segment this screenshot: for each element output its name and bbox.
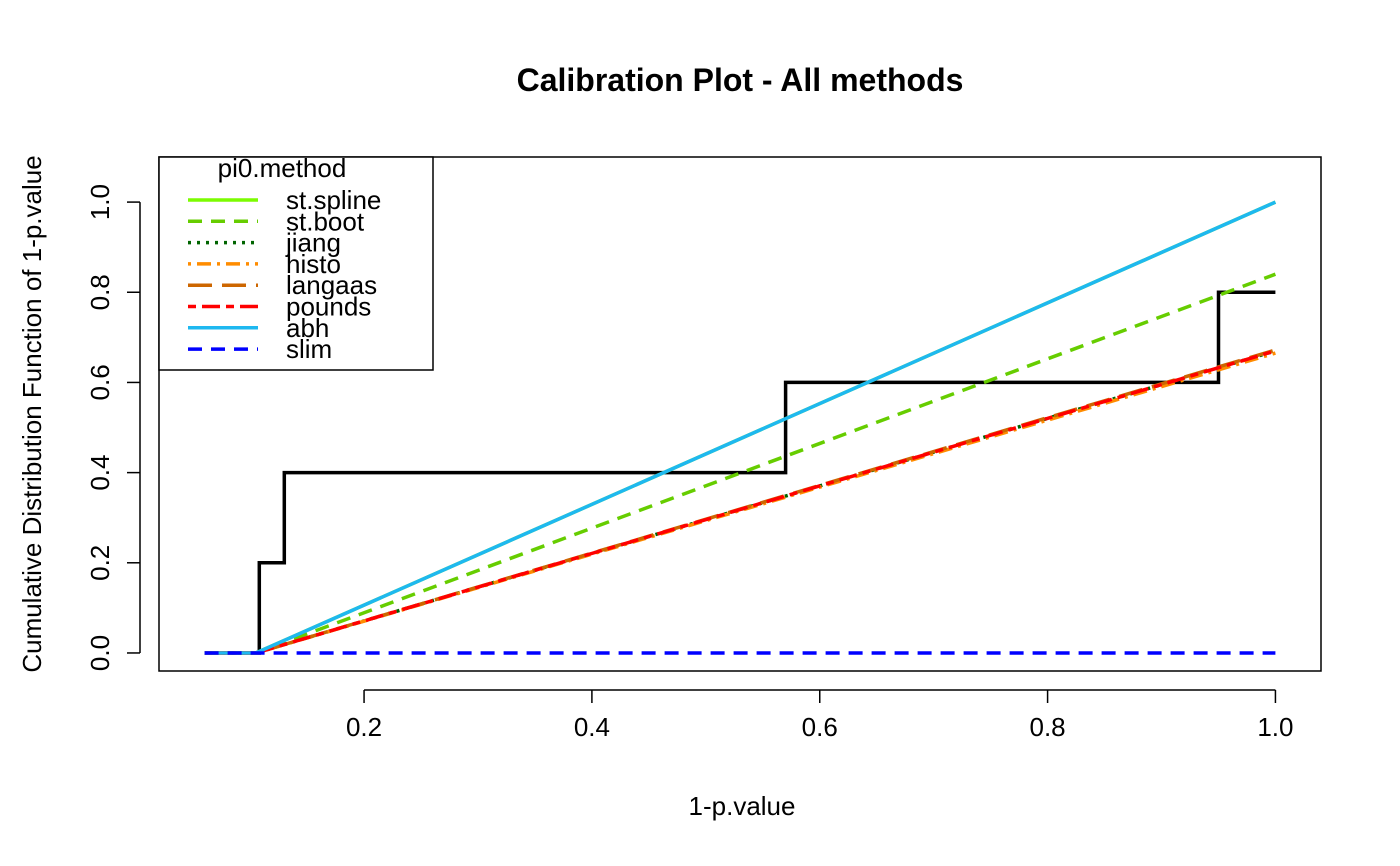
y-tick-label: 1.0: [85, 184, 115, 220]
legend-entry: jiang: [188, 228, 341, 258]
x-tick-label: 1.0: [1257, 712, 1293, 742]
legend-entry: histo: [188, 249, 341, 279]
ecdf-line: [204, 290, 1276, 655]
legend-label: st.boot: [286, 206, 365, 236]
y-tick-label: 0.6: [85, 364, 115, 400]
legend-label: jiang: [285, 228, 341, 258]
y-axis-label: Cumulative Distribution Function of 1-p.…: [17, 155, 47, 672]
y-axis: 0.0 0.2 0.4 0.6 0.8 1.0: [85, 184, 141, 671]
y-tick-label: 0.8: [85, 274, 115, 310]
legend-label: pounds: [286, 292, 371, 322]
legend-label: histo: [286, 249, 341, 279]
legend-entries: st.splinest.bootjianghistolangaaspoundsa…: [188, 185, 381, 364]
legend-title: pi0.method: [218, 153, 347, 183]
x-axis-label: 1-p.value: [689, 791, 796, 821]
series-line-pounds: [204, 349, 1276, 655]
legend-entry: st.boot: [188, 206, 365, 236]
legend-entry: st.spline: [188, 185, 381, 215]
y-tick-label: 0.4: [85, 455, 115, 491]
legend-label: st.spline: [286, 185, 381, 215]
x-tick-label: 0.6: [802, 712, 838, 742]
x-tick-label: 0.4: [574, 712, 610, 742]
legend-entry: langaas: [188, 270, 377, 300]
plot-frame: [158, 156, 1322, 672]
chart-title: Calibration Plot - All methods: [517, 62, 964, 98]
series-line-langaas: [204, 348, 1276, 655]
legend-label: abh: [286, 313, 329, 343]
legend-entry: pounds: [188, 292, 371, 322]
legend-entry: abh: [188, 313, 329, 343]
x-tick-label: 0.8: [1030, 712, 1066, 742]
y-tick-label: 0.0: [85, 635, 115, 671]
legend-entry: slim: [188, 334, 332, 364]
series-line-jiang: [204, 349, 1276, 655]
plot-lines: [204, 200, 1277, 655]
legend: pi0.method st.splinest.bootjianghistolan…: [158, 153, 434, 371]
y-tick-label: 0.2: [85, 545, 115, 581]
legend-label: slim: [286, 334, 332, 364]
x-axis: 0.2 0.4 0.6 0.8 1.0: [346, 689, 1294, 742]
legend-label: langaas: [286, 270, 377, 300]
x-tick-label: 0.2: [346, 712, 382, 742]
